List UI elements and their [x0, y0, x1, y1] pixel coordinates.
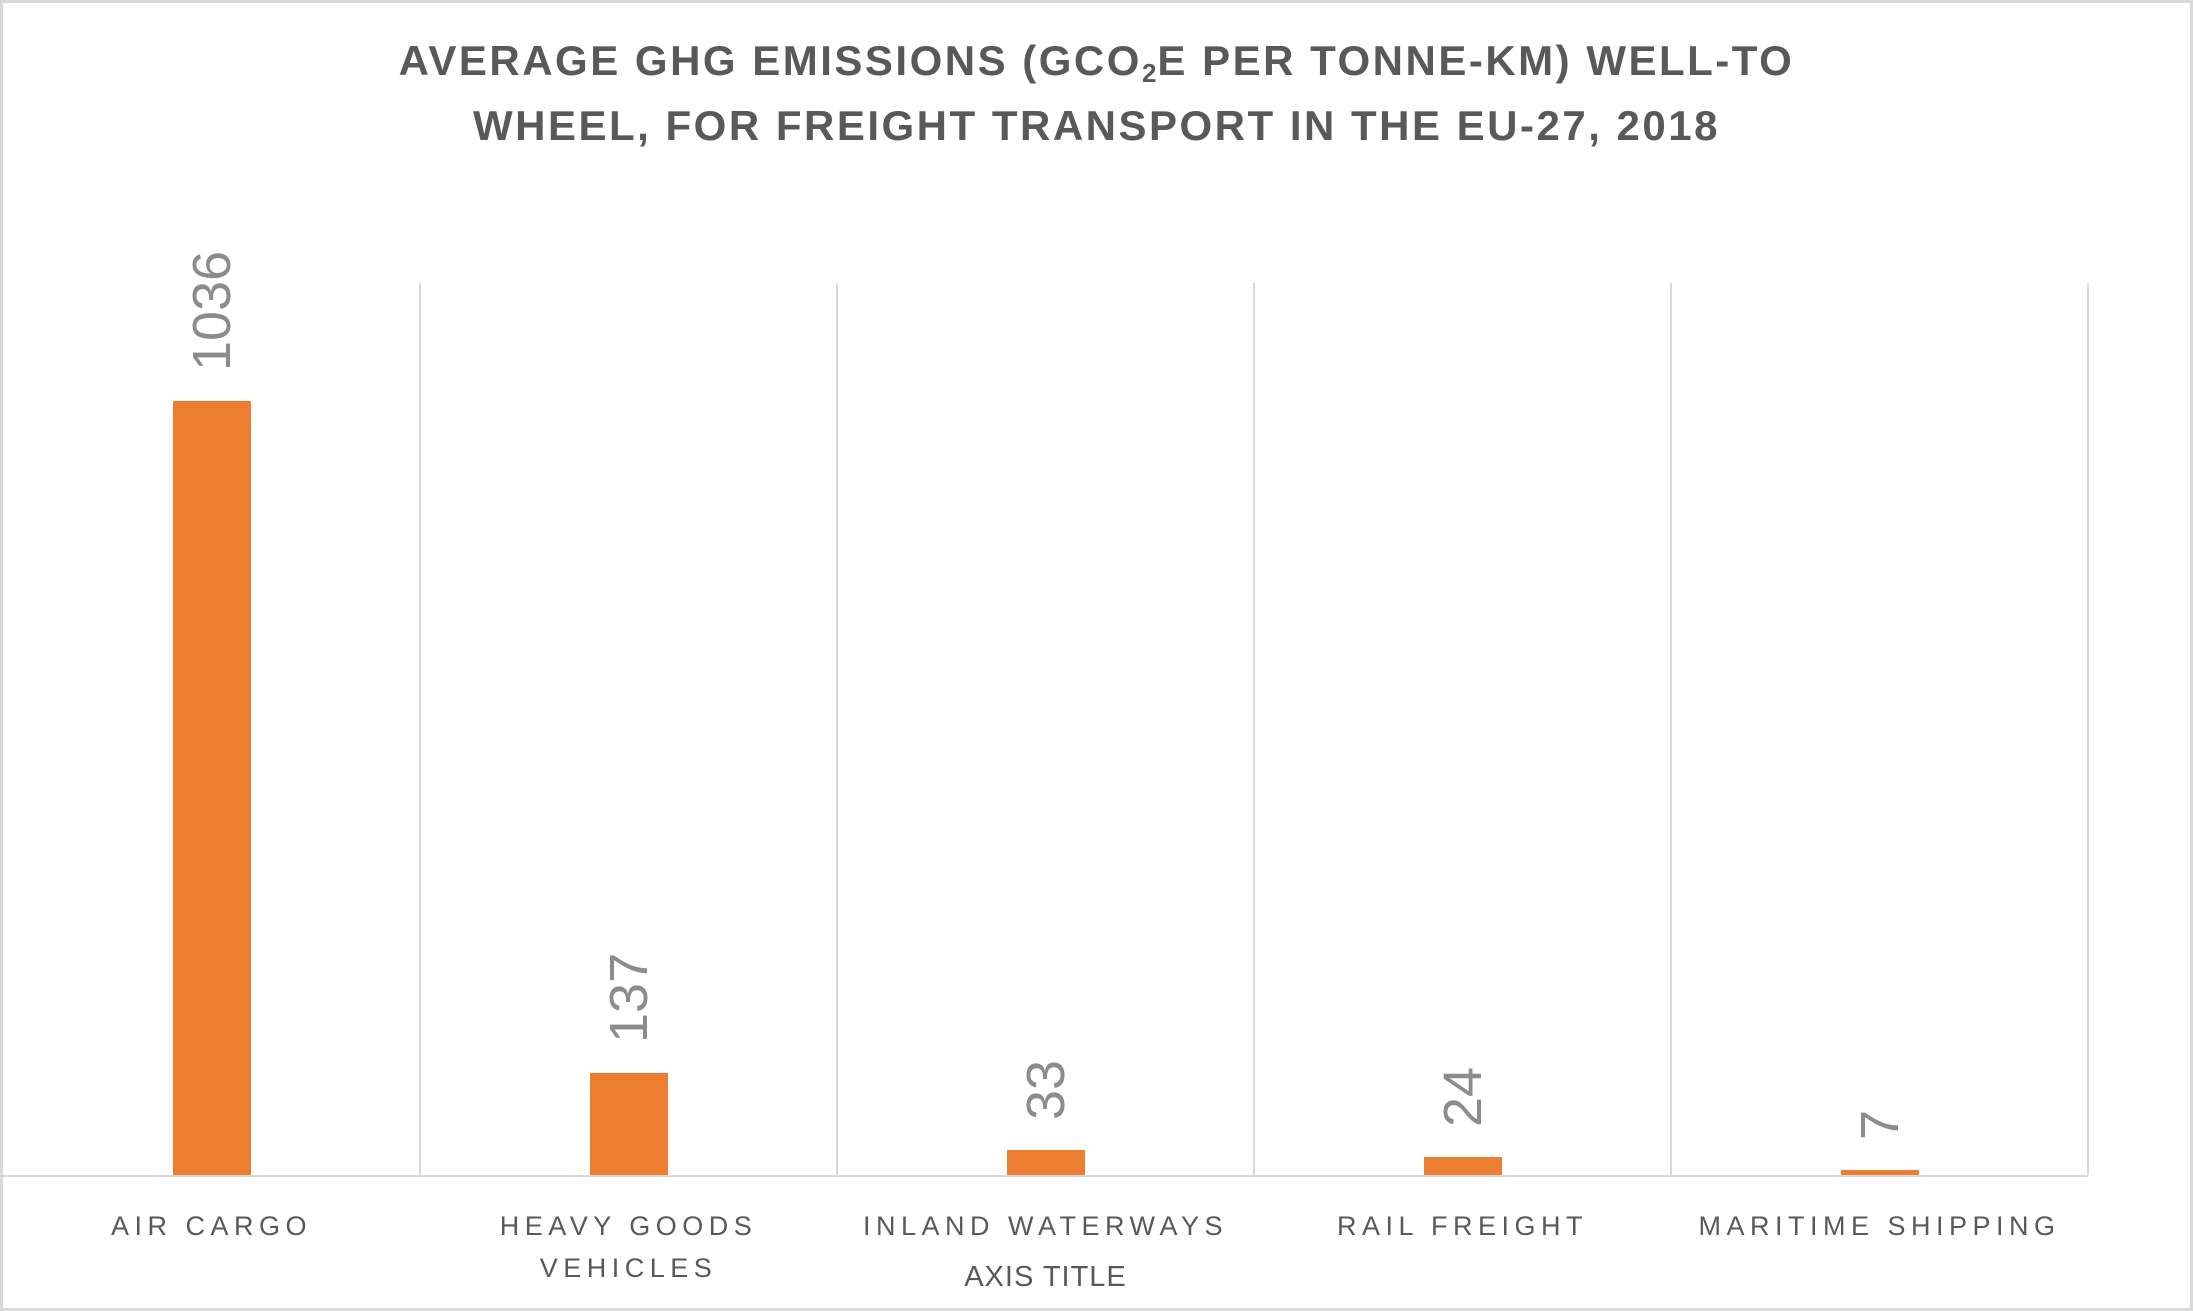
- chart-title-subscript: 2: [1141, 58, 1158, 88]
- chart-title-line1: AVERAGE GHG EMISSIONS (GCO2E PER TONNE-K…: [3, 31, 2190, 96]
- vertical-gridline: [2087, 283, 2089, 1175]
- category-label: RAIL FREIGHT: [1336, 1211, 1589, 1241]
- category-label: AIR CARGO: [110, 1211, 313, 1241]
- bar-rail-freight: [1423, 1157, 1502, 1175]
- category-axis: AIR CARGO HEAVY GOODS VEHICLES INLAND WATE…: [3, 1205, 2088, 1305]
- category-label: INLAND WATERWAYS: [862, 1211, 1229, 1241]
- chart-title: AVERAGE GHG EMISSIONS (GCO2E PER TONNE-K…: [3, 31, 2190, 156]
- data-label: 137: [598, 952, 659, 1043]
- plot-area: 1036 137 33 24 7: [3, 251, 2089, 1177]
- data-label: 1036: [181, 250, 242, 371]
- vertical-gridline: [1253, 283, 1255, 1175]
- chart-title-line1-pre: AVERAGE GHG EMISSIONS (GCO: [398, 37, 1142, 84]
- vertical-gridline: [419, 283, 421, 1175]
- x-axis-title: AXIS TITLE: [964, 1261, 1127, 1293]
- chart-title-line1-post: E PER TONNE-KM) WELL-TO: [1157, 37, 1795, 84]
- vertical-gridline: [1670, 283, 1672, 1175]
- bar-heavy-goods-vehicles: [589, 1073, 668, 1175]
- data-label: 24: [1432, 1066, 1493, 1127]
- category-label: HEAVY GOODS VEHICLES: [499, 1211, 758, 1283]
- chart-title-line2: WHEEL, FOR FREIGHT TRANSPORT IN THE EU-2…: [473, 102, 1720, 149]
- data-label: 7: [1849, 1109, 1910, 1140]
- vertical-gridline: [836, 283, 838, 1175]
- data-label: 33: [1015, 1059, 1076, 1120]
- bar-air-cargo: [172, 401, 251, 1175]
- bar-inland-waterways: [1006, 1150, 1085, 1175]
- category-label: MARITIME SHIPPING: [1698, 1211, 2061, 1241]
- bar-maritime-shipping: [1840, 1170, 1919, 1175]
